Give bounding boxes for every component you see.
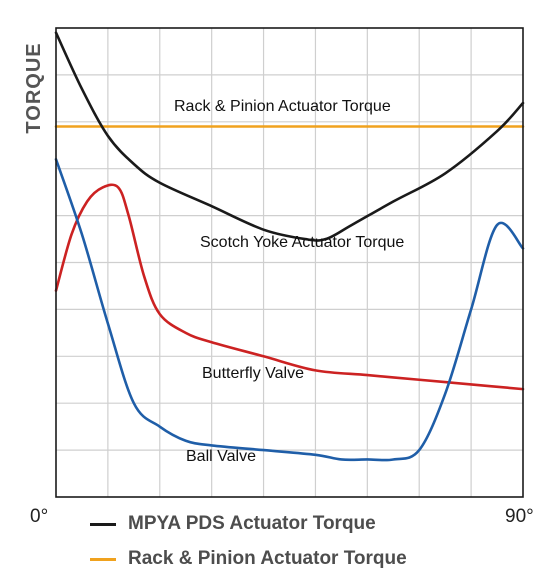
x-tick-label-end: 90°: [505, 506, 534, 527]
annotation-rack-pinion: Rack & Pinion Actuator Torque: [174, 98, 391, 115]
legend-swatch-rack-pinion: [90, 557, 116, 561]
legend-swatch-mpya: [90, 522, 116, 526]
y-axis-label: TORQUE: [23, 42, 45, 133]
legend-label-rack-pinion: Rack & Pinion Actuator Torque: [128, 548, 407, 569]
chart-series: [54, 31, 525, 462]
legend-item-rack-pinion: Rack & Pinion Actuator Torque: [90, 548, 510, 570]
series-line-ball: [54, 158, 525, 462]
annotation-ball-valve: Ball Valve: [186, 448, 256, 465]
plot-frame: [55, 27, 524, 498]
chart-grid: [56, 28, 523, 497]
legend-label-mpya: MPYA PDS Actuator Torque: [128, 513, 376, 534]
annotation-scotch-yoke: Scotch Yoke Actuator Torque: [200, 234, 404, 251]
annotation-butterfly-valve: Butterfly Valve: [202, 365, 304, 382]
series-line-butterfly: [54, 183, 525, 391]
legend-item-mpya: MPYA PDS Actuator Torque: [90, 513, 510, 535]
series-line-scotch: [54, 31, 525, 242]
x-tick-label-start: 0°: [30, 506, 48, 527]
